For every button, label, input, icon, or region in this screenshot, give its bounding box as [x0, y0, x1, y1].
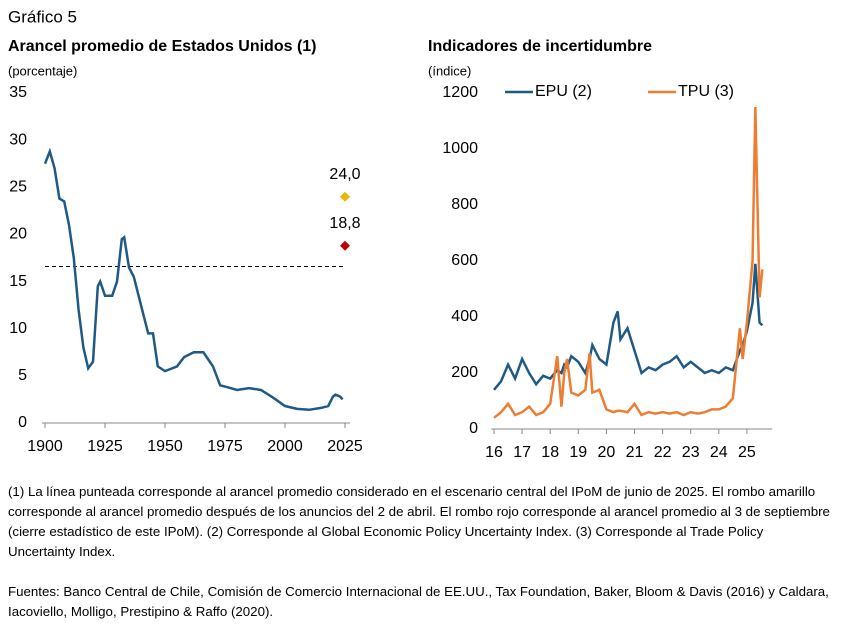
marker: [340, 240, 350, 251]
y-tick-label: 0: [469, 420, 478, 437]
x-tick-label: 1900: [27, 438, 63, 455]
x-tick-label: 1975: [207, 438, 243, 455]
y-tick-label: 800: [451, 196, 478, 213]
data-line: [493, 263, 764, 391]
marker: [340, 191, 350, 202]
x-tick-label: 19: [569, 444, 587, 461]
y-tick-label: 1000: [442, 140, 478, 157]
legend-label: TPU (3): [678, 83, 734, 100]
x-tick-label: 21: [626, 444, 644, 461]
sources: Fuentes: Banco Central de Chile, Comisió…: [8, 584, 829, 619]
x-tick-label: 22: [654, 444, 672, 461]
data-label: 24,0: [329, 166, 360, 183]
y-tick-label: 10: [9, 320, 27, 337]
y-label: (índice): [428, 63, 471, 78]
y-tick-label: 0: [18, 414, 27, 431]
x-tick-label: 2000: [267, 438, 303, 455]
figure-label: Gráfico 5: [8, 7, 77, 26]
y-tick-label: 400: [451, 308, 478, 325]
chart-title: Indicadores de incertidumbre: [428, 38, 652, 55]
x-tick-label: 16: [485, 444, 503, 461]
x-tick-label: 18: [541, 444, 559, 461]
y-tick-label: 30: [9, 131, 27, 148]
data-label: 18,8: [329, 215, 360, 232]
y-tick-label: 25: [9, 179, 27, 196]
chart: Gráfico 5 Arancel promedio de Estados Un…: [8, 7, 773, 461]
x-tick-label: 20: [598, 444, 616, 461]
y-tick-label: 1200: [442, 84, 478, 101]
y-tick-label: 200: [451, 364, 478, 381]
x-tick-label: 23: [682, 444, 700, 461]
y-tick-label: 20: [9, 226, 27, 243]
chart-title: Arancel promedio de Estados Unidos (1): [8, 38, 317, 55]
x-tick-label: 25: [738, 444, 756, 461]
notes: (1) La línea punteada corresponde al ara…: [8, 484, 830, 559]
x-tick-label: 17: [513, 444, 531, 461]
y-tick-label: 15: [9, 273, 27, 290]
legend-label: EPU (2): [535, 83, 592, 100]
y-label: (porcentaje): [8, 63, 77, 78]
y-tick-label: 600: [451, 252, 478, 269]
x-tick-label: 2025: [327, 438, 363, 455]
x-tick-label: 24: [710, 444, 728, 461]
data-line: [493, 106, 764, 419]
x-tick-label: 1925: [87, 438, 123, 455]
data-line: [43, 147, 344, 412]
y-tick-label: 5: [18, 367, 27, 384]
y-tick-label: 35: [9, 84, 27, 101]
x-tick-label: 1950: [147, 438, 183, 455]
